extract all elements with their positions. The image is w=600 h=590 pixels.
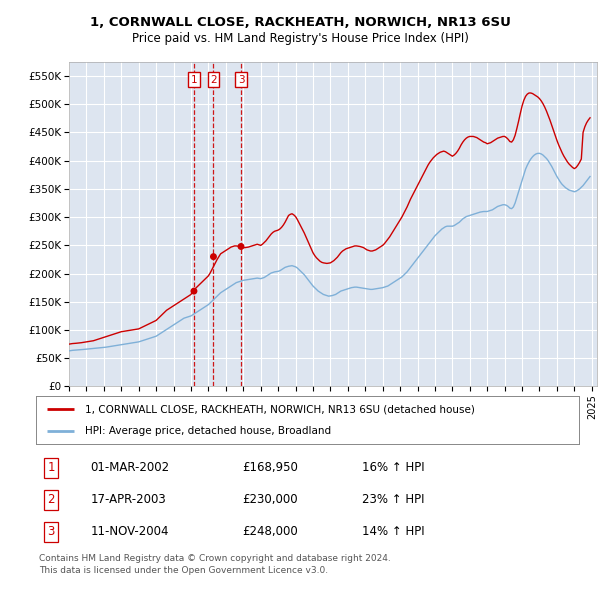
Point	[209, 252, 218, 261]
Text: Contains HM Land Registry data © Crown copyright and database right 2024.: Contains HM Land Registry data © Crown c…	[39, 554, 391, 563]
Text: 01-MAR-2002: 01-MAR-2002	[91, 461, 169, 474]
Text: 14% ↑ HPI: 14% ↑ HPI	[362, 525, 424, 538]
Text: 2: 2	[47, 493, 55, 506]
Text: 1, CORNWALL CLOSE, RACKHEATH, NORWICH, NR13 6SU: 1, CORNWALL CLOSE, RACKHEATH, NORWICH, N…	[89, 16, 511, 29]
Text: 1: 1	[47, 461, 55, 474]
Text: 11-NOV-2004: 11-NOV-2004	[91, 525, 169, 538]
Text: 3: 3	[238, 75, 244, 85]
Text: 16% ↑ HPI: 16% ↑ HPI	[362, 461, 424, 474]
Text: 23% ↑ HPI: 23% ↑ HPI	[362, 493, 424, 506]
Text: 3: 3	[47, 525, 55, 538]
Text: £168,950: £168,950	[242, 461, 298, 474]
Text: £230,000: £230,000	[242, 493, 298, 506]
Text: Price paid vs. HM Land Registry's House Price Index (HPI): Price paid vs. HM Land Registry's House …	[131, 32, 469, 45]
Text: This data is licensed under the Open Government Licence v3.0.: This data is licensed under the Open Gov…	[39, 566, 328, 575]
Text: 2: 2	[210, 75, 217, 85]
Text: HPI: Average price, detached house, Broadland: HPI: Average price, detached house, Broa…	[85, 426, 331, 436]
Text: 1: 1	[191, 75, 197, 85]
Point	[236, 242, 246, 251]
Text: 17-APR-2003: 17-APR-2003	[91, 493, 166, 506]
Point	[189, 286, 199, 296]
Text: £248,000: £248,000	[242, 525, 298, 538]
Text: 1, CORNWALL CLOSE, RACKHEATH, NORWICH, NR13 6SU (detached house): 1, CORNWALL CLOSE, RACKHEATH, NORWICH, N…	[85, 404, 475, 414]
